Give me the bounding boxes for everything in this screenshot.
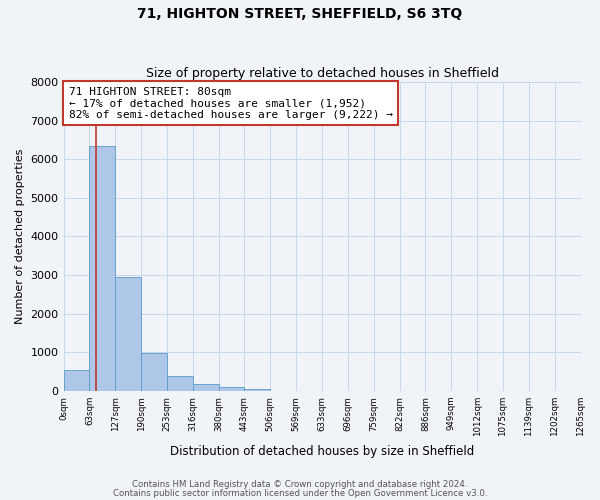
Bar bbox=[244, 388, 271, 391]
Title: Size of property relative to detached houses in Sheffield: Size of property relative to detached ho… bbox=[146, 66, 499, 80]
Text: Contains HM Land Registry data © Crown copyright and database right 2024.: Contains HM Land Registry data © Crown c… bbox=[132, 480, 468, 489]
Bar bbox=[141, 354, 167, 391]
Bar bbox=[167, 376, 193, 391]
Bar bbox=[89, 146, 115, 391]
Text: 71 HIGHTON STREET: 80sqm
← 17% of detached houses are smaller (1,952)
82% of sem: 71 HIGHTON STREET: 80sqm ← 17% of detach… bbox=[69, 86, 393, 120]
Bar bbox=[193, 384, 218, 391]
X-axis label: Distribution of detached houses by size in Sheffield: Distribution of detached houses by size … bbox=[170, 444, 474, 458]
Y-axis label: Number of detached properties: Number of detached properties bbox=[15, 149, 25, 324]
Text: Contains public sector information licensed under the Open Government Licence v3: Contains public sector information licen… bbox=[113, 488, 487, 498]
Text: 71, HIGHTON STREET, SHEFFIELD, S6 3TQ: 71, HIGHTON STREET, SHEFFIELD, S6 3TQ bbox=[137, 8, 463, 22]
Bar bbox=[115, 277, 141, 391]
Bar bbox=[64, 370, 89, 391]
Bar bbox=[218, 386, 244, 391]
